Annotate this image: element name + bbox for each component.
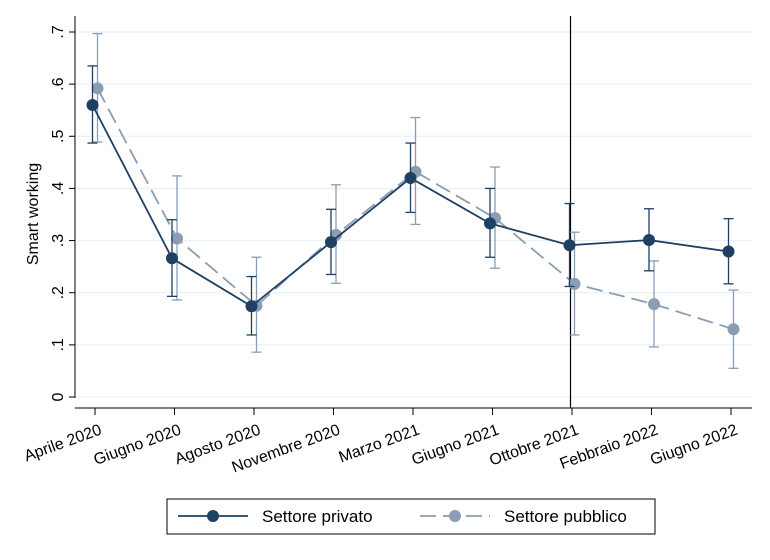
point-settore-privato-giugno-2020 [166,252,178,265]
point-settore-privato-agosto-2020 [245,300,258,313]
grid-lines [76,31,752,398]
legend-item-settore-privato: Settore privato [178,507,373,526]
y-tick-label-3: .3 [50,234,67,247]
y-tick-label-0: 0 [50,392,67,401]
point-settore-privato-marzo-2021 [404,172,417,184]
series-settore-privato [86,65,735,336]
point-settore-privato-ottobre-2021 [563,239,576,252]
y-tick-label-7: .7 [50,25,67,38]
y-axis-ticks: 0 .1 .2 .3 .4 .5 .6 .7 [50,25,75,401]
y-tick-label-2: .2 [50,286,67,299]
legend-item-settore-pubblico: Settore pubblico [420,507,627,526]
point-settore-pubblico-ottobre-2021 [568,277,581,290]
point-settore-pubblico-aprile-2020 [91,82,104,95]
point-settore-pubblico-febbraio-2022 [648,298,660,311]
legend-marker-settore-pubblico [449,510,461,522]
y-tick-label-4: .4 [50,182,67,195]
point-settore-privato-febbraio-2022 [643,234,655,247]
legend-marker-settore-privato [207,510,219,522]
point-settore-privato-giugno-2021 [484,217,496,230]
y-tick-label-1: .1 [50,338,67,351]
legend-label-settore-privato: Settore privato [262,507,373,526]
point-settore-privato-novembre-2020 [325,236,337,249]
y-axis-title: Smart working [25,163,42,265]
point-settore-privato-aprile-2020 [86,99,99,111]
point-settore-pubblico-giugno-2020 [171,232,183,245]
y-tick-label-6: .6 [50,77,67,90]
point-settore-pubblico-giugno-2022 [727,323,740,336]
legend-box [166,498,656,535]
series-layer [86,32,740,369]
legend: Settore privato Settore pubblico [166,498,656,535]
y-tick-label-5: .5 [50,130,67,143]
legend-label-settore-pubblico: Settore pubblico [504,507,627,526]
point-settore-privato-giugno-2022 [722,245,735,258]
